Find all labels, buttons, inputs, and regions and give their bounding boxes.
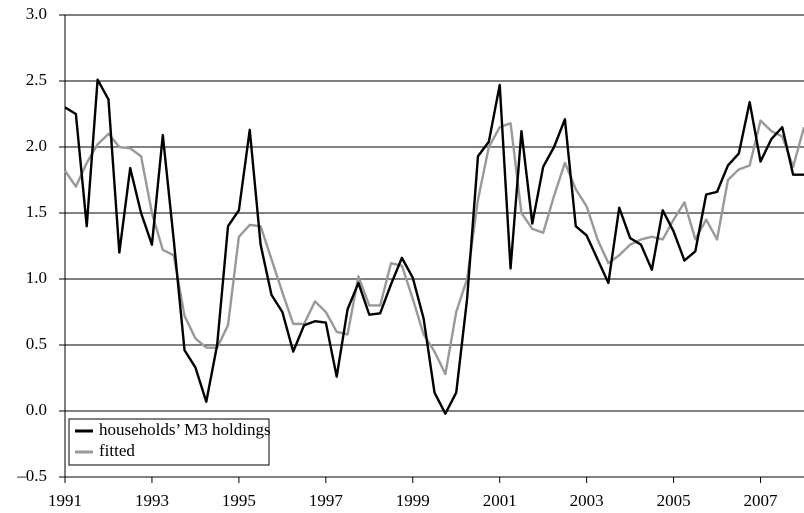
line-series bbox=[64, 78, 804, 415]
y-tick-label: 2.0 bbox=[26, 136, 47, 155]
y-tick-label: 2.5 bbox=[26, 70, 47, 89]
x-tick-label: 1997 bbox=[309, 491, 344, 510]
x-tick-label: 2005 bbox=[657, 491, 691, 510]
legend-box bbox=[68, 418, 270, 466]
y-tick-label: 0.5 bbox=[26, 334, 47, 353]
x-tick-label: 2001 bbox=[483, 491, 517, 510]
x-tick-label: 2007 bbox=[744, 491, 779, 510]
y-tick-label: 3.0 bbox=[26, 4, 47, 23]
x-tick-label: 1991 bbox=[48, 491, 82, 510]
legend-label: fitted bbox=[99, 441, 135, 460]
line-series bbox=[64, 119, 804, 376]
y-tick-label: –0.5 bbox=[16, 466, 47, 485]
y-tick-label: 1.5 bbox=[26, 202, 47, 221]
x-tick-label: 1995 bbox=[222, 491, 256, 510]
x-tick-label: 2003 bbox=[570, 491, 604, 510]
y-tick-label: 0.0 bbox=[26, 400, 47, 419]
x-tick-label: 1999 bbox=[396, 491, 430, 510]
legend-label: households’ M3 holdings bbox=[99, 420, 271, 439]
y-tick-label: 1.0 bbox=[26, 268, 47, 287]
x-tick-label: 1993 bbox=[135, 491, 169, 510]
